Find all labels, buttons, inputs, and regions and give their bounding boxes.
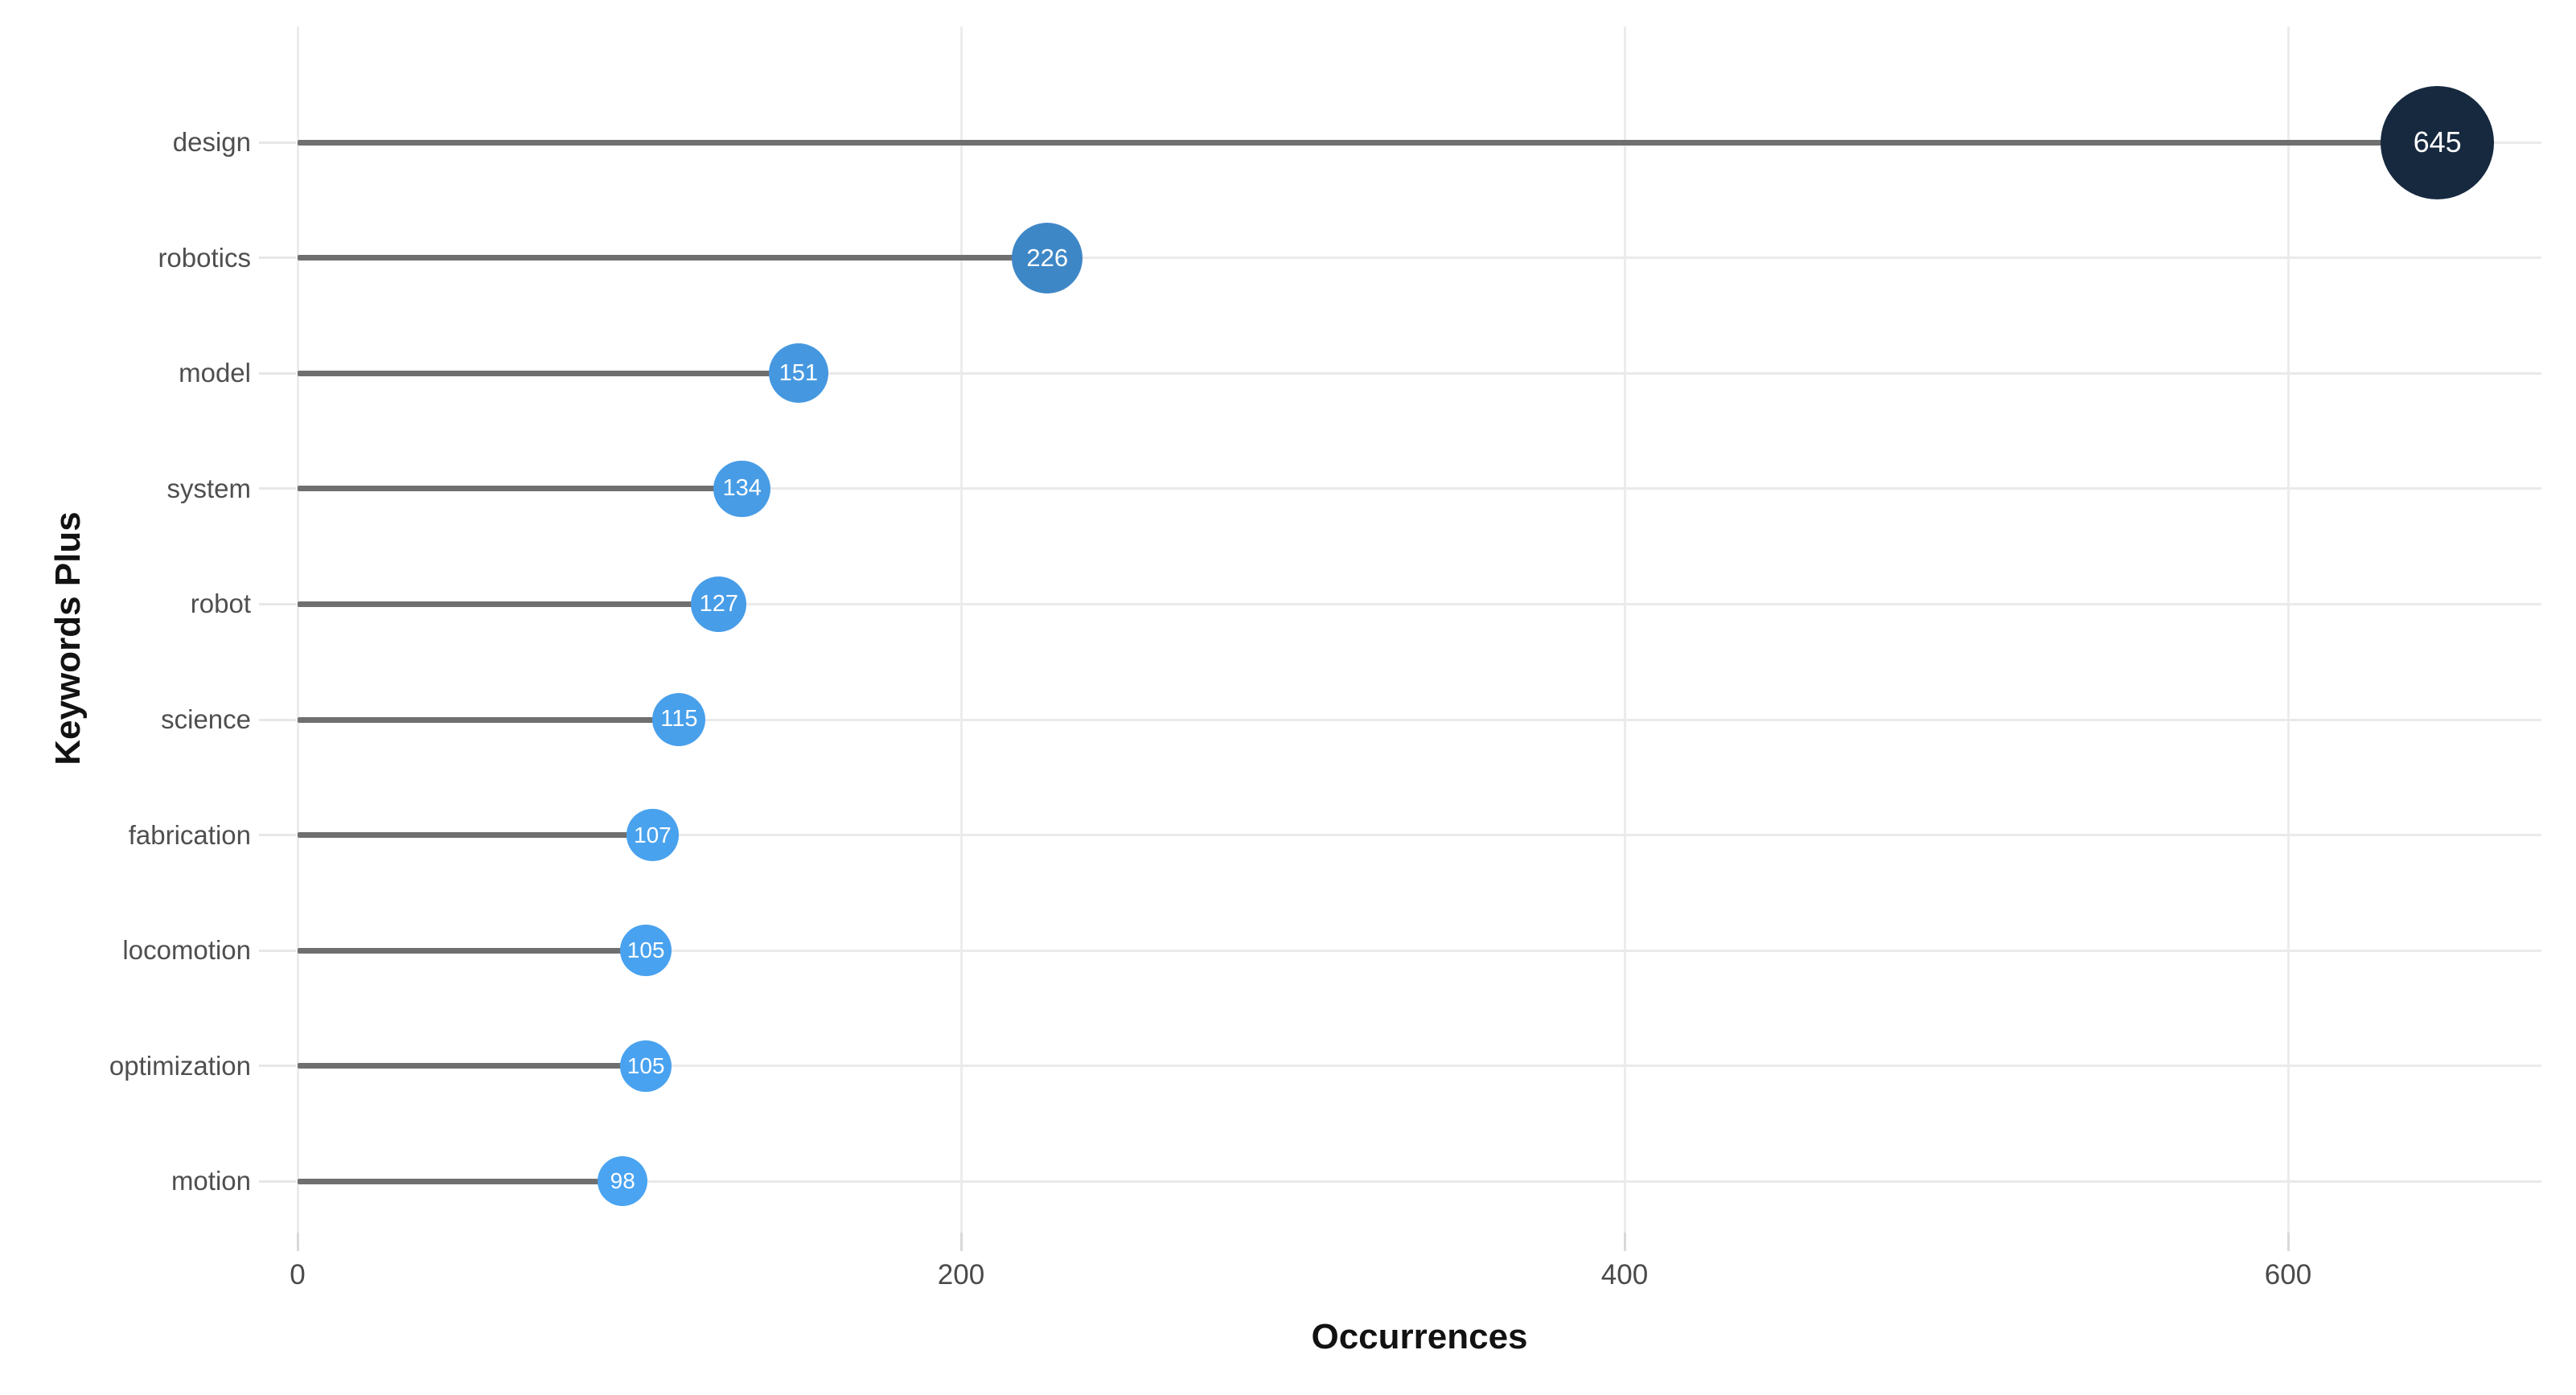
bubble-value: 115 — [660, 706, 698, 732]
gridline-y — [298, 256, 2541, 260]
bubble-value: 151 — [779, 359, 819, 386]
lollipop-stem — [298, 1178, 623, 1184]
x-tick-label: 200 — [937, 1259, 985, 1290]
value-bubble[interactable]: 98 — [598, 1156, 648, 1207]
lollipop-stem — [298, 947, 647, 954]
tick-mark-y — [259, 487, 296, 490]
y-tick-label: model — [179, 358, 251, 388]
tick-mark-x — [297, 1233, 299, 1251]
tick-mark-y — [259, 1180, 296, 1183]
x-tick-label: 0 — [290, 1259, 306, 1290]
gridline-x — [297, 27, 299, 1233]
lollipop-stem — [298, 601, 719, 607]
bubble-value: 107 — [634, 822, 672, 847]
gridline-y — [298, 834, 2541, 837]
plot-panel: 645 226 151 134 127 115 107 105 105 98 — [297, 27, 2541, 1233]
lollipop-stem — [298, 139, 2438, 146]
y-tick-label: fabrication — [128, 819, 251, 850]
value-bubble[interactable]: 105 — [620, 925, 672, 977]
gridline-y — [298, 602, 2541, 605]
tick-mark-y — [259, 141, 296, 144]
tick-mark-y — [259, 256, 296, 260]
value-bubble[interactable]: 134 — [713, 460, 770, 518]
y-tick-label: optimization — [109, 1050, 251, 1081]
value-bubble[interactable]: 645 — [2381, 85, 2495, 199]
bubble-value: 134 — [722, 475, 762, 502]
gridline-y — [298, 1180, 2541, 1183]
x-tick-label: 600 — [2264, 1259, 2312, 1290]
value-bubble[interactable]: 105 — [620, 1040, 672, 1092]
y-tick-label: motion — [171, 1166, 251, 1196]
bubble-value: 226 — [1026, 243, 1069, 272]
gridline-x — [1624, 27, 1626, 1233]
gridline-x — [2287, 27, 2290, 1233]
lollipop-stem — [298, 486, 742, 492]
lollipop-stem — [298, 1063, 647, 1069]
x-axis-title: Occurrences — [1311, 1317, 1528, 1356]
bubble-value: 645 — [2413, 125, 2462, 158]
lollipop-stem — [298, 255, 1048, 261]
value-bubble[interactable]: 115 — [652, 692, 706, 747]
lollipop-stem — [298, 832, 653, 839]
lollipop-stem — [298, 370, 799, 376]
lollipop-stem — [298, 716, 680, 723]
gridline-y — [298, 718, 2541, 721]
tick-mark-x — [960, 1233, 963, 1251]
y-tick-label: locomotion — [122, 935, 251, 966]
tick-mark-x — [2287, 1233, 2290, 1251]
value-bubble[interactable]: 226 — [1012, 222, 1083, 293]
bubble-value: 105 — [627, 1052, 665, 1078]
gridline-y — [298, 949, 2541, 952]
tick-mark-y — [259, 1065, 296, 1068]
y-tick-label: robot — [190, 589, 251, 619]
y-tick-label: robotics — [158, 242, 251, 273]
gridline-x — [960, 27, 963, 1233]
gridline-y — [298, 487, 2541, 490]
tick-mark-y — [259, 718, 296, 721]
tick-mark-y — [259, 371, 296, 375]
tick-mark-y — [259, 602, 296, 605]
bubble-value: 105 — [627, 938, 665, 963]
y-tick-label: system — [166, 473, 251, 503]
gridline-y — [298, 371, 2541, 375]
tick-mark-y — [259, 834, 296, 837]
gridline-y — [298, 1065, 2541, 1068]
x-tick-label: 400 — [1600, 1259, 1649, 1290]
tick-mark-y — [259, 949, 296, 952]
value-bubble[interactable]: 107 — [627, 809, 679, 861]
bubble-value: 127 — [699, 590, 739, 617]
bubble-value: 98 — [610, 1168, 635, 1194]
value-bubble[interactable]: 151 — [768, 343, 828, 404]
y-tick-label: science — [161, 704, 251, 734]
tick-mark-x — [1624, 1233, 1626, 1251]
y-tick-label: design — [172, 127, 251, 157]
value-bubble[interactable]: 127 — [691, 576, 747, 632]
